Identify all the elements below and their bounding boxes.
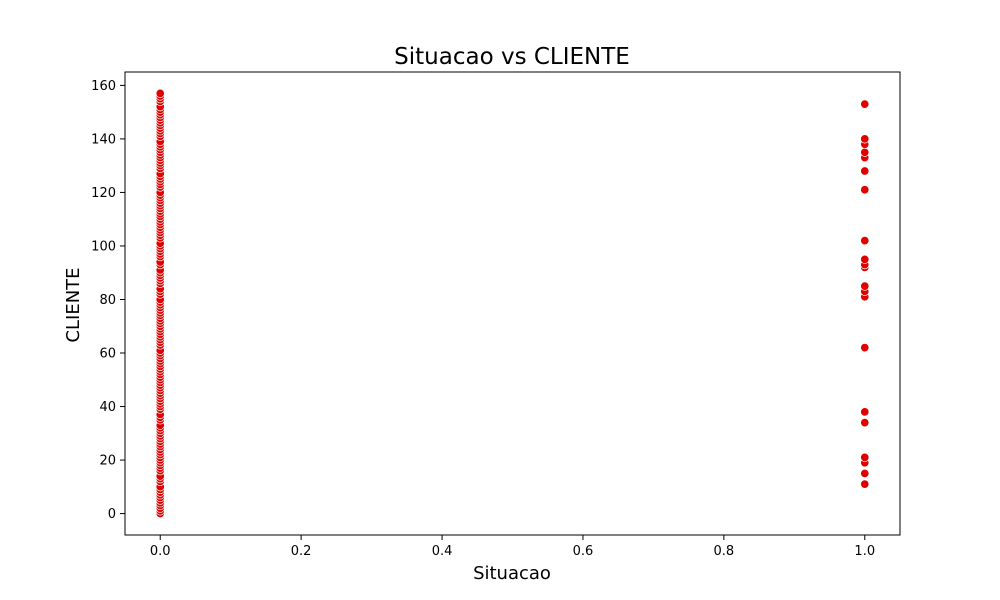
scatter-point (860, 254, 870, 264)
scatter-point (860, 281, 870, 291)
scatter-point (860, 99, 870, 109)
plot-frame (124, 71, 901, 536)
scatter-point (860, 452, 870, 462)
y-tick-label: 100 (91, 239, 116, 254)
scatter-point (860, 343, 870, 353)
points-layer (155, 88, 870, 519)
y-tick-label: 60 (99, 347, 116, 362)
y-axis-label: CLIENTE (63, 267, 84, 342)
scatter-point (860, 166, 870, 176)
x-tick-label: 0.2 (291, 544, 312, 559)
scatter-point (860, 185, 870, 195)
x-ticks: 0.0 0.2 0.4 0.6 0.8 1.0 (150, 535, 875, 559)
scatter-point (860, 418, 870, 428)
y-tick-label: 40 (99, 400, 116, 415)
y-tick-label: 20 (99, 454, 116, 469)
scatter-point (155, 88, 165, 98)
scatter-point (860, 479, 870, 489)
scatter-point (860, 468, 870, 478)
x-tick-label: 1.0 (854, 544, 875, 559)
y-tick-label: 0 (108, 507, 116, 522)
y-tick-label: 80 (99, 293, 116, 308)
y-tick-label: 160 (91, 79, 116, 94)
chart-title: Situacao vs CLIENTE (394, 44, 630, 70)
scatter-point (860, 407, 870, 417)
x-tick-label: 0.6 (573, 544, 594, 559)
y-tick-label: 120 (91, 186, 116, 201)
scatter-point (860, 236, 870, 246)
x-axis-label: Situacao (473, 563, 551, 584)
x-tick-label: 0.0 (150, 544, 171, 559)
y-ticks: 0 20 40 60 80 100 120 140 160 (91, 79, 125, 522)
y-tick-label: 140 (91, 132, 116, 147)
x-tick-label: 0.4 (432, 544, 453, 559)
scatter-point (860, 147, 870, 157)
scatter-point (860, 134, 870, 144)
x-tick-label: 0.8 (714, 544, 735, 559)
